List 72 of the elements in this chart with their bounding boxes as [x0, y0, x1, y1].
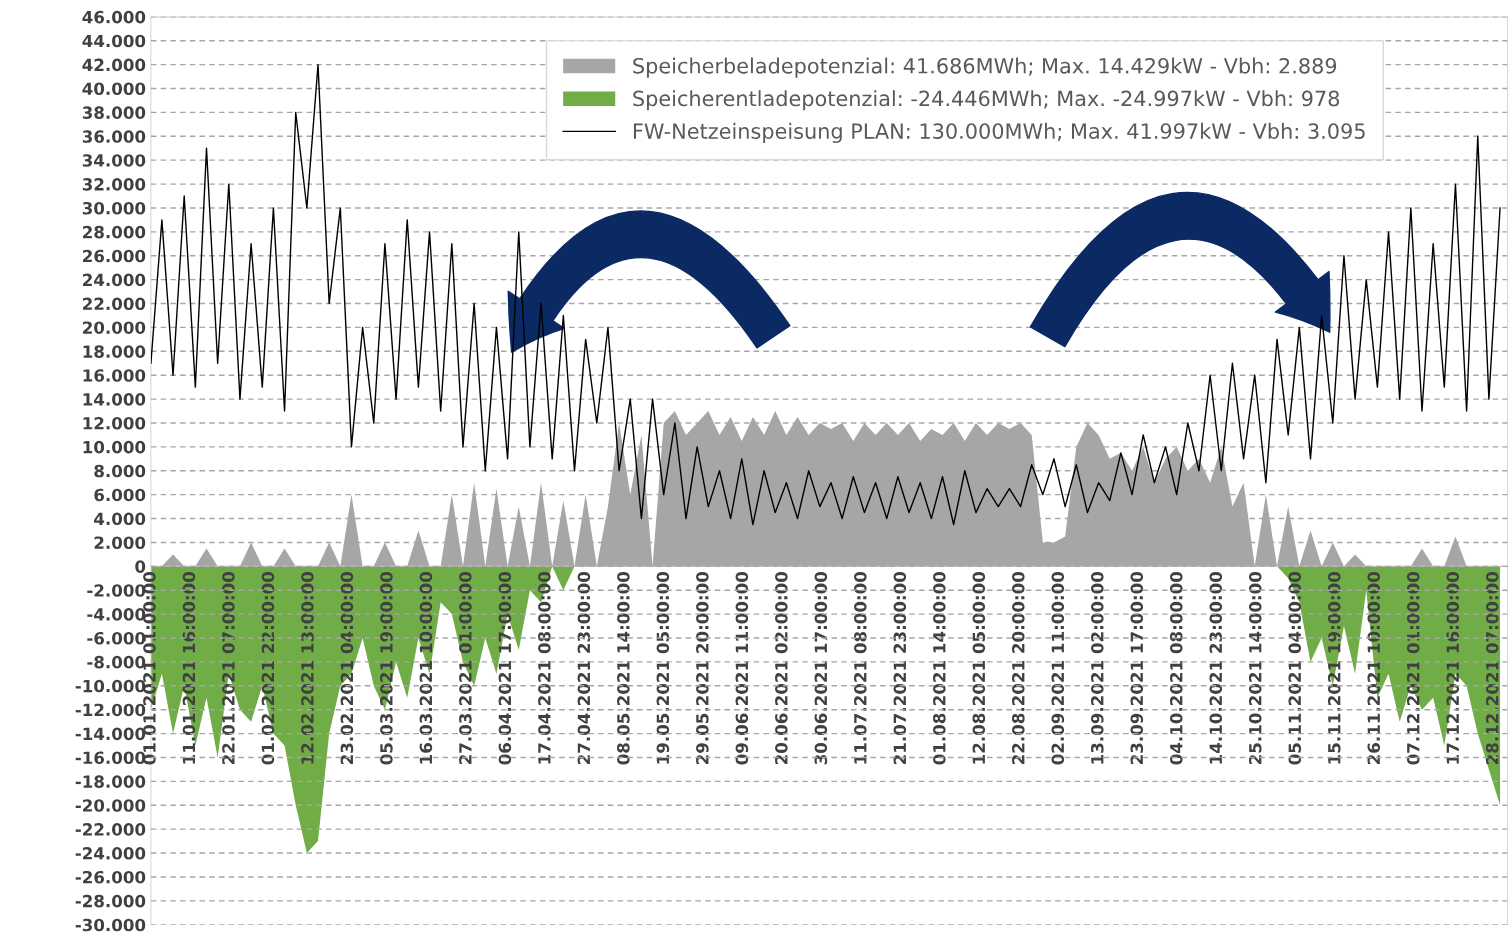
- x-tick-label: 19.05.2021 05:00:00: [656, 571, 670, 764]
- y-tick-label: 2.000: [94, 536, 146, 550]
- y-tick-label: 46.000: [82, 10, 146, 24]
- y-tick-label: 10.000: [83, 440, 146, 454]
- y-tick-label: 36.000: [82, 130, 146, 143]
- legend-label: Speicherbeladepotenzial: 41.686MWh; Max. 14.429kW - Vbh: 2.889: [633, 57, 1337, 78]
- x-tick-label: 26.11.2021 10:00:00: [1367, 571, 1381, 765]
- y-tick-label: 44.000: [82, 34, 146, 48]
- y-tick-label: 30.000: [82, 201, 146, 215]
- x-tick-label: 27.04.2021 23:00:00: [577, 571, 591, 765]
- y-tick-label: -30.000: [75, 918, 146, 932]
- x-tick-label: 30.06.2021 17:00:00: [814, 571, 828, 765]
- y-tick-label: 28.000: [83, 225, 146, 239]
- x-tick-label: 11.01.2021 16:00:00: [182, 571, 196, 764]
- x-tick-label: 17.04.2021 08:00:00: [538, 571, 551, 764]
- y-tick-label: 16.000: [83, 369, 146, 382]
- x-tick-label: 15.11.2021 19:00:00: [1327, 571, 1341, 764]
- y-tick-label: -2.000: [87, 584, 146, 597]
- y-tick-label: -20.000: [75, 799, 146, 812]
- y-tick-label: 34.000: [82, 154, 146, 167]
- x-tick-label: 05.03.2021 19:00:00: [380, 571, 393, 765]
- x-tick-label: 23.02.2021 04:00:00: [340, 571, 354, 765]
- x-tick-label: 14.10.2021 23:00:00: [1209, 571, 1223, 764]
- y-tick-label: 22.000: [83, 297, 146, 311]
- x-tick-label: 07.12.2021 01:00:00: [1406, 571, 1420, 765]
- x-tick-label: 01.08.2021 14:00:00: [933, 571, 946, 765]
- y-tick-label: 4.000: [94, 512, 146, 526]
- x-tick-label: 11.07.2021 08:00:00: [854, 571, 867, 764]
- y-tick-label: 8.000: [94, 464, 146, 478]
- y-tick-label: 0: [135, 560, 146, 573]
- x-tick-label: 12.02.2021 13:00:00: [301, 571, 314, 764]
- legend-label: Speicherentladepotenzial: -24.446MWh; Max. -24.997kW - Vbh: 978: [633, 90, 1340, 111]
- y-tick-label: -22.000: [75, 823, 146, 836]
- x-tick-label: 09.06.2021 11:00:00: [735, 571, 749, 765]
- y-tick-label: 18.000: [83, 345, 146, 358]
- y-tick-label: 32.000: [82, 178, 146, 191]
- y-tick-label: -18.000: [75, 775, 146, 788]
- x-tick-label: 21.07.2021 23:00:00: [893, 571, 907, 765]
- x-tick-label: 17.12.2021 16:00:00: [1446, 571, 1460, 764]
- x-tick-label: 13.09.2021 02:00:00: [1090, 571, 1104, 764]
- y-tick-label: -10.000: [75, 679, 146, 693]
- x-tick-label: 16.03.2021 10:00:00: [419, 571, 433, 764]
- x-tick-label: 25.10.2021 14:00:00: [1248, 571, 1262, 765]
- y-tick-label: -16.000: [75, 751, 146, 765]
- y-tick-label: -24.000: [75, 847, 146, 860]
- y-tick-label: -14.000: [75, 727, 146, 741]
- y-tick-label: -26.000: [75, 870, 146, 884]
- x-tick-label: 20.06.2021 02:00:00: [775, 571, 788, 765]
- x-tick-label: 04.10.2021 08:00:00: [1169, 571, 1183, 765]
- y-tick-label: 40.000: [82, 82, 146, 96]
- y-tick-label: 14.000: [83, 393, 146, 406]
- y-tick-label: 20.000: [83, 321, 146, 334]
- x-tick-label: 29.05.2021 20:00:00: [696, 571, 709, 765]
- legend-label: FW-Netzeinspeisung PLAN: 130.000MWh; Max. 41.997kW - Vbh: 3.095: [633, 122, 1365, 144]
- y-tick-label: 24.000: [83, 273, 146, 287]
- x-tick-label: 06.04.2021 17:00:00: [498, 571, 512, 765]
- x-tick-label: 23.09.2021 17:00:00: [1130, 571, 1144, 765]
- x-tick-label: 22.08.2021 20:00:00: [1012, 571, 1025, 765]
- x-tick-label: 22.01.2021 07:00:00: [222, 571, 235, 765]
- y-tick-label: 38.000: [82, 106, 146, 119]
- y-tick-label: 42.000: [82, 58, 146, 72]
- x-tick-label: 12.08.2021 05:00:00: [972, 571, 986, 764]
- y-tick-label: 12.000: [83, 416, 146, 430]
- x-tick-label: 01.02.2021 22:00:00: [261, 571, 275, 765]
- y-tick-label: 26.000: [83, 249, 146, 263]
- x-tick-label: 02.09.2021 11:00:00: [1051, 571, 1065, 765]
- x-tick-label: 27.03.2021 01:00:00: [459, 571, 472, 765]
- x-tick-label: 05.11.2021 04:00:00: [1288, 571, 1302, 765]
- x-tick-label: 28.12.2021 07:00:00: [1485, 571, 1499, 765]
- y-tick-label: 6.000: [94, 488, 146, 502]
- y-tick-label: -28.000: [75, 894, 146, 908]
- x-tick-label: 08.05.2021 14:00:00: [617, 571, 630, 765]
